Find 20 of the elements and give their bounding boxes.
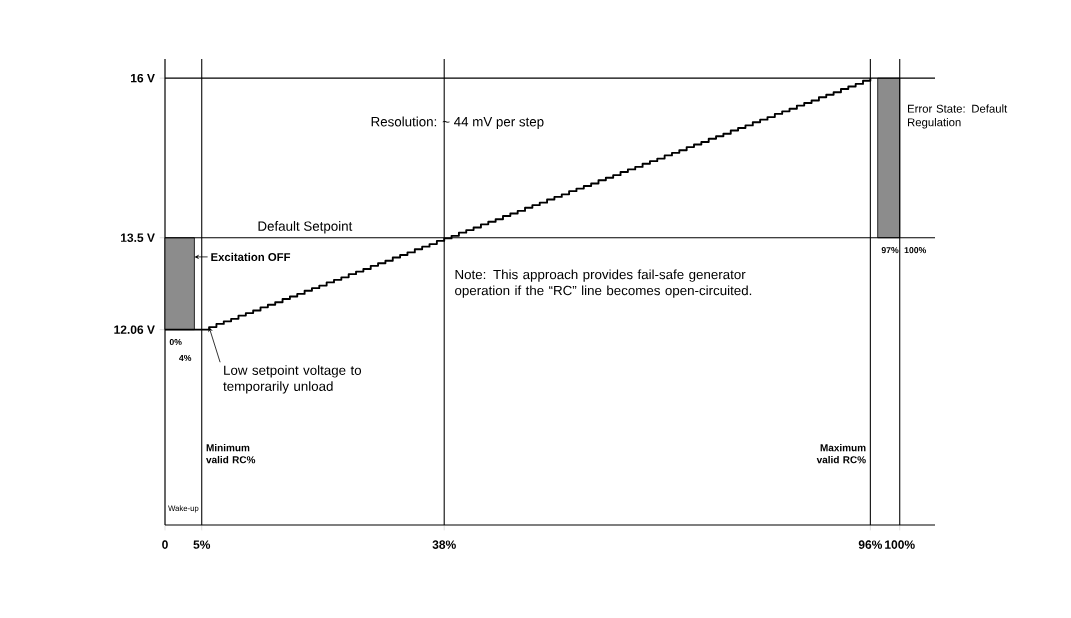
annotation: Error State: Default Regulation [908,104,1008,129]
annotation: Low setpoint voltage to temporarily unload [223,365,362,394]
y-tick-label: 13.5 V [121,233,155,242]
annotation: 97% [881,247,899,254]
x-tick-label: 0 [162,540,168,549]
x-tick-label: 100% [885,540,915,549]
annotation: 100% [904,247,927,254]
annotation: 0% [169,338,182,346]
annotation: Resolution: ~ 44 mV per step [371,116,544,130]
y-tick-label: 16 V [131,73,155,83]
annotation: 4% [179,354,192,362]
annotation: Excitation OFF [211,252,291,262]
x-tick-label: 96% [858,540,883,549]
x-tick-label: 5% [193,540,211,549]
y-tick-label: 12.06 V [114,325,155,334]
ref-line-label: Minimum valid RC% [206,443,256,464]
ref-line-label: Default Setpoint [258,221,353,234]
annotation: Note: This approach provides fail-safe generator operation if the “RC” line becomes open-circuited. [455,269,752,298]
x-tick-label: 38% [432,540,456,549]
ref-line-label: Maximum valid RC% [816,443,866,464]
